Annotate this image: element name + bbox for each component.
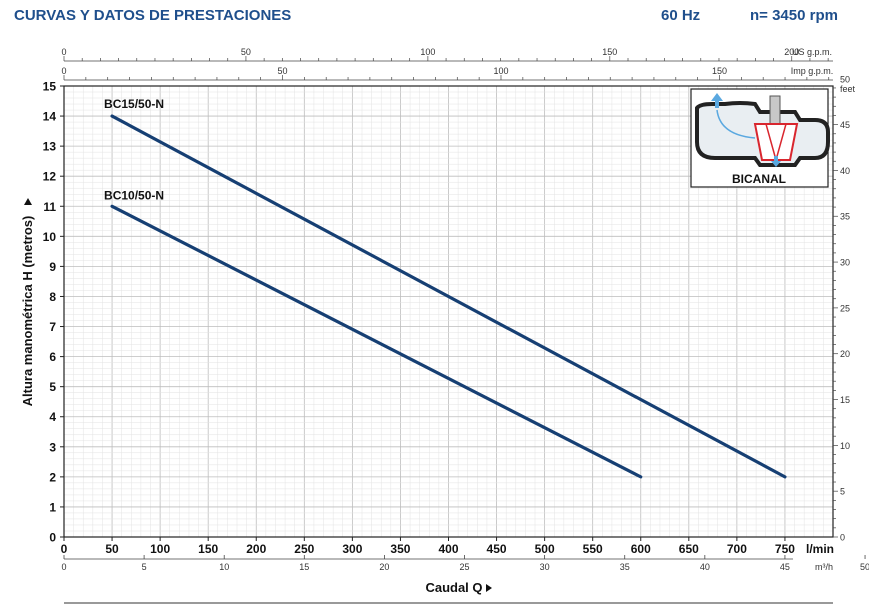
curve-label: BC15/50-N	[104, 97, 164, 111]
m3h-tick-label: 30	[540, 562, 550, 572]
us-gpm-tick-label: 200	[784, 47, 799, 57]
feet-tick-label: 25	[840, 303, 850, 313]
speed-label: n= 3450 rpm	[750, 7, 838, 24]
x-axis-title: Caudal Q	[425, 580, 482, 595]
x-tick-label: 750	[775, 542, 795, 556]
x-tick-label: 700	[727, 542, 747, 556]
curve-BC10/50-N	[110, 204, 643, 479]
y-tick-label: 2	[49, 470, 56, 484]
y-tick-label: 3	[49, 440, 56, 454]
impeller-body-icon	[753, 123, 799, 161]
x-tick-label: 350	[390, 542, 410, 556]
x-tick-label: 550	[583, 542, 603, 556]
us-gpm-tick-label: 150	[602, 47, 617, 57]
m3h-tick-label: 40	[700, 562, 710, 572]
flow-out-arrow-icon	[711, 93, 723, 108]
feet-tick-label: 45	[840, 120, 850, 130]
chart-title: CURVAS Y DATOS DE PRESTACIONES	[14, 7, 292, 24]
x-tick-label: 0	[61, 542, 68, 556]
flow-path-icon	[716, 109, 756, 139]
m3h-tick-label: 20	[379, 562, 389, 572]
curve-BC15/50-N	[110, 114, 787, 479]
y-tick-label: 4	[49, 410, 56, 424]
us-gpm-unit-label: US g.p.m.	[792, 47, 832, 57]
y-tick-label: 8	[49, 290, 56, 304]
feet-tick-label: 10	[840, 441, 850, 451]
x-tick-label: 400	[438, 542, 458, 556]
m3h-tick-label: 45	[780, 562, 790, 572]
imp-gpm-tick-label: 100	[493, 66, 508, 76]
m3h-tick-label: 0	[61, 562, 66, 572]
m3h-tick-label: 10	[219, 562, 229, 572]
m3h-tick-label: 35	[620, 562, 630, 572]
m3h-tick-label: 50	[860, 562, 869, 572]
x-tick-label: 500	[535, 542, 555, 556]
y-tick-label: 10	[43, 230, 57, 244]
x-tick-label: 600	[631, 542, 651, 556]
bicanal-label: BICANAL	[732, 172, 786, 186]
feet-tick-label: 50	[840, 74, 850, 84]
y-tick-label: 14	[43, 110, 57, 124]
y-tick-label: 7	[49, 320, 56, 334]
imp-gpm-unit-label: Imp g.p.m.	[791, 66, 834, 76]
x-tick-label: 650	[679, 542, 699, 556]
y-tick-label: 9	[49, 260, 56, 274]
feet-tick-label: 40	[840, 166, 850, 176]
curve-label: BC10/50-N	[104, 188, 164, 202]
feet-tick-label: 35	[840, 212, 850, 222]
x-tick-label: 200	[246, 542, 266, 556]
y-axis-arrow-icon	[24, 198, 32, 205]
y-tick-label: 12	[43, 170, 57, 184]
y-axis-title: Altura manométrica H (metros)	[20, 216, 35, 407]
feet-tick-label: 15	[840, 395, 850, 405]
m3h-tick-label: 5	[142, 562, 147, 572]
shaft-icon	[769, 95, 781, 125]
x-tick-label: 50	[105, 542, 119, 556]
imp-gpm-tick-label: 50	[277, 66, 287, 76]
flow-in-arrow-icon	[771, 156, 781, 167]
impeller-channel-icon	[765, 123, 787, 161]
x-axis-arrow-icon	[486, 584, 492, 592]
us-gpm-tick-label: 50	[241, 47, 251, 57]
y-tick-label: 1	[49, 500, 56, 514]
x-tick-label: 250	[294, 542, 314, 556]
x-tick-label: 300	[342, 542, 362, 556]
us-gpm-tick-label: 100	[420, 47, 435, 57]
m3h-tick-label: 15	[299, 562, 309, 572]
feet-tick-label: 0	[840, 533, 845, 543]
feet-unit-label: feet	[840, 84, 856, 94]
m3h-unit-label: m³/h	[815, 562, 833, 572]
x-unit-label: l/min	[806, 542, 834, 556]
feet-tick-label: 5	[840, 487, 845, 497]
y-tick-label: 15	[43, 80, 57, 94]
y-tick-label: 0	[49, 531, 56, 545]
x-tick-label: 100	[150, 542, 170, 556]
imp-gpm-tick-label: 0	[61, 66, 66, 76]
feet-tick-label: 30	[840, 258, 850, 268]
x-tick-label: 450	[487, 542, 507, 556]
y-tick-label: 5	[49, 380, 56, 394]
imp-gpm-tick-label: 150	[712, 66, 727, 76]
x-tick-label: 150	[198, 542, 218, 556]
m3h-tick-label: 25	[460, 562, 470, 572]
y-tick-label: 11	[43, 200, 56, 214]
feet-tick-label: 20	[840, 349, 850, 359]
frequency-label: 60 Hz	[661, 7, 701, 24]
y-tick-label: 6	[49, 350, 56, 364]
us-gpm-tick-label: 0	[61, 47, 66, 57]
y-tick-label: 13	[43, 140, 57, 154]
